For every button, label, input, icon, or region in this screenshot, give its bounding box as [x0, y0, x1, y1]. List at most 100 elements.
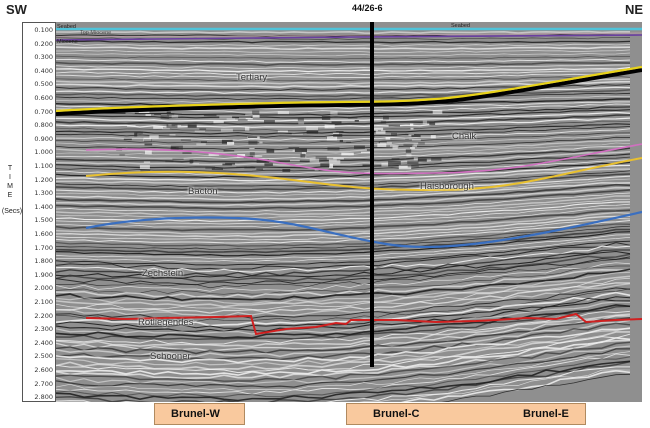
seismic-noise — [432, 110, 443, 114]
seismic-noise — [143, 137, 152, 142]
time-tick-label: 2.400 — [34, 338, 53, 347]
seismic-reflector — [56, 203, 631, 225]
seismic-noise — [227, 141, 235, 145]
time-tick-label: 1.300 — [34, 189, 53, 198]
seismic-noise — [154, 113, 162, 116]
seismic-noise — [418, 142, 425, 145]
seismic-noise — [125, 112, 135, 114]
seismic-reflector — [56, 268, 631, 302]
seismic-noise — [306, 130, 319, 134]
seismic-noise — [381, 162, 389, 167]
seismic-reflector — [56, 43, 631, 47]
seismic-noise — [175, 125, 182, 127]
seismic-noise — [306, 126, 318, 131]
seismic-noise — [134, 132, 138, 137]
seismic-reflector — [56, 245, 631, 273]
seismic-noise — [331, 121, 342, 124]
seismic-reflector — [56, 228, 630, 254]
seismic-reflector — [56, 223, 631, 247]
seismic-noise — [408, 134, 415, 136]
seismic-noise — [236, 166, 247, 168]
seabed-label: Seabed — [57, 24, 76, 30]
base-tertiary-shadow — [56, 68, 642, 116]
time-tick-label: 2.300 — [34, 325, 53, 334]
seismic-reflector — [56, 145, 631, 160]
seismic-noise — [371, 127, 384, 131]
seismic-reflector — [56, 339, 631, 380]
seismic-noise — [324, 124, 335, 129]
seismic-noise — [119, 153, 125, 156]
time-tick-label: 1.700 — [34, 243, 53, 252]
seismic-noise — [406, 153, 412, 157]
seismic-noise — [226, 118, 236, 121]
seismic-reflector — [56, 58, 631, 63]
seismic-noise — [170, 145, 183, 150]
seismic-reflector — [56, 287, 631, 320]
seismic-reflector — [56, 351, 631, 391]
bacton-label: Bacton — [188, 186, 218, 197]
seismic-noise — [256, 159, 269, 163]
seismic-reflector — [56, 164, 631, 182]
seismic-reflector — [56, 345, 631, 385]
seismic-noise — [324, 125, 329, 128]
seismic-reflector — [56, 209, 631, 232]
seismic-reflector — [358, 369, 631, 402]
seismic-reflector — [56, 150, 631, 166]
seismic-noise — [411, 134, 421, 138]
seismic-noise — [405, 149, 412, 153]
well-name-label: 44/26-6 — [352, 3, 383, 13]
seismic-noise — [166, 124, 178, 128]
seismic-noise — [223, 150, 235, 152]
seismic-reflector — [56, 322, 631, 361]
seismic-reflector — [56, 310, 631, 345]
seismic-reflector — [56, 75, 631, 82]
time-tick-label: 1.100 — [34, 162, 53, 170]
seismic-reflector — [56, 109, 631, 119]
seismic-noise — [245, 126, 250, 131]
seismic-reflector — [56, 189, 631, 210]
time-tick-label: 2.700 — [34, 379, 53, 388]
time-tick-label: 2.200 — [34, 311, 53, 320]
seismic-reflector — [56, 265, 630, 295]
seismic-noise — [298, 122, 305, 125]
seismic-noise — [277, 111, 289, 115]
seismic-noise — [213, 121, 224, 124]
time-tick-label: 0.600 — [34, 94, 53, 102]
seismic-noise — [171, 114, 179, 118]
seismic-noise — [143, 161, 151, 163]
seismic-noise — [430, 135, 436, 139]
seismic-noise — [379, 142, 392, 145]
seismic-noise — [127, 125, 136, 127]
seismic-noise — [412, 144, 417, 148]
seismic-reflector — [400, 370, 631, 402]
seismic-reflector — [56, 327, 631, 366]
seismic-noise — [411, 139, 421, 141]
seismic-noise — [169, 134, 176, 136]
seismic-noise — [391, 132, 397, 137]
seismic-noise — [196, 143, 206, 146]
time-axis-letter: M — [7, 183, 13, 190]
seismic-noise — [282, 169, 291, 172]
seismic-noise — [403, 143, 414, 146]
seismic-noise — [410, 123, 414, 127]
seismic-noise — [332, 132, 339, 135]
seismic-noise — [239, 117, 251, 119]
seismic-noise — [252, 114, 260, 118]
seismic-reflector — [56, 128, 631, 141]
seismic-reflector — [56, 114, 631, 125]
seismic-noise — [329, 164, 333, 168]
seismic-noise — [410, 127, 414, 130]
seismic-reflector — [56, 55, 631, 60]
seismic-noise — [388, 124, 400, 127]
seismic-noise — [277, 130, 288, 133]
seismic-reflector — [56, 253, 631, 283]
seismic-reflector — [56, 258, 631, 289]
seismic-noise — [422, 120, 428, 125]
rotliegendes-horizon — [85, 312, 642, 336]
seismic-noise — [162, 128, 170, 130]
seismic-reflector — [56, 305, 631, 341]
seismic-noise — [339, 139, 343, 143]
seismic-noise — [413, 157, 418, 161]
seismic-noise — [187, 124, 197, 128]
seismic-reflector — [56, 61, 631, 67]
